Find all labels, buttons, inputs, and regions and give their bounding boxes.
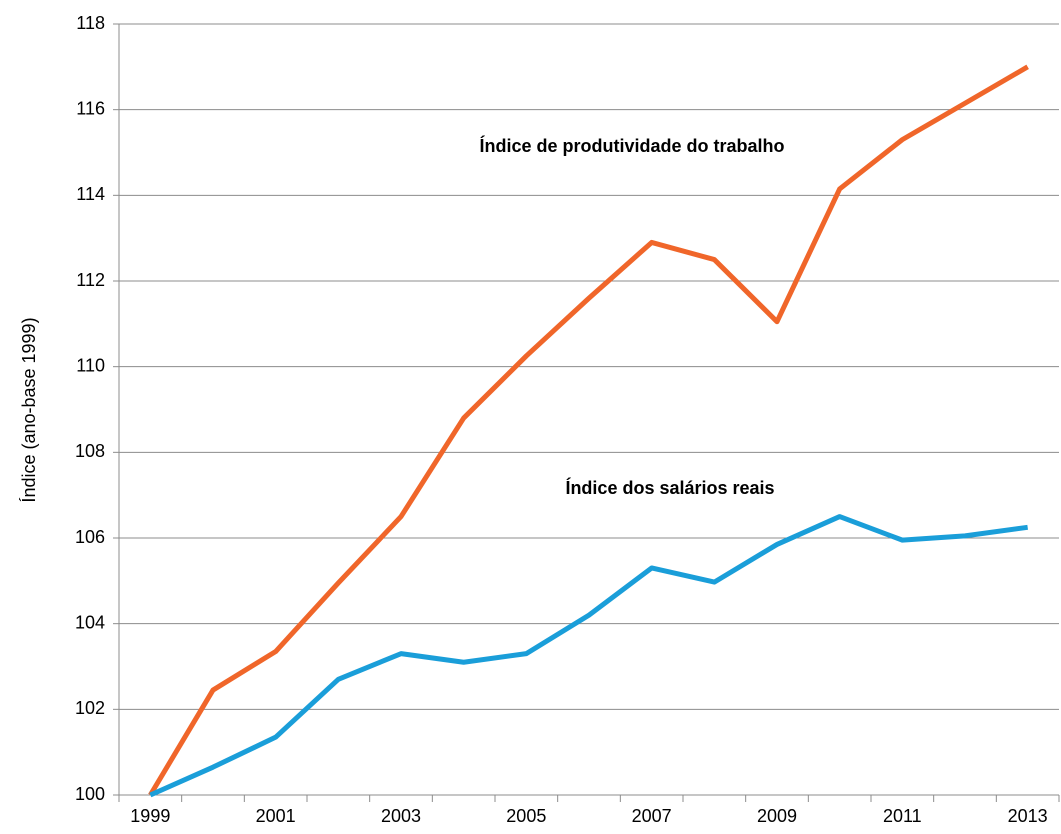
x-tick-label: 2003 [381, 806, 421, 826]
x-tick-label: 2005 [506, 806, 546, 826]
x-tick-label: 2007 [632, 806, 672, 826]
series-annotation: Índice de produtividade do trabalho [479, 135, 784, 156]
y-tick-label: 108 [75, 441, 105, 461]
y-tick-label: 118 [76, 13, 105, 33]
line-series [149, 514, 1029, 798]
y-tick-label: 112 [76, 270, 105, 290]
y-tick-label: 116 [76, 98, 105, 118]
x-tick-label: 1999 [130, 806, 170, 826]
x-tick-label: 2011 [883, 806, 922, 826]
y-tick-label: 100 [75, 784, 105, 804]
y-tick-label: 114 [76, 184, 105, 204]
y-tick-label: 110 [76, 355, 105, 375]
y-tick-label: 102 [75, 698, 105, 718]
y-tick-label: 106 [75, 527, 105, 547]
y-axis-label: Índice (ano-base 1999) [19, 317, 39, 502]
series-annotation: Índice dos salários reais [565, 477, 774, 498]
line-series [148, 64, 1029, 797]
x-tick-label: 2013 [1008, 806, 1048, 826]
x-tick-label: 2009 [757, 806, 797, 826]
x-tick-label: 2001 [256, 806, 296, 826]
y-tick-label: 104 [75, 612, 105, 632]
